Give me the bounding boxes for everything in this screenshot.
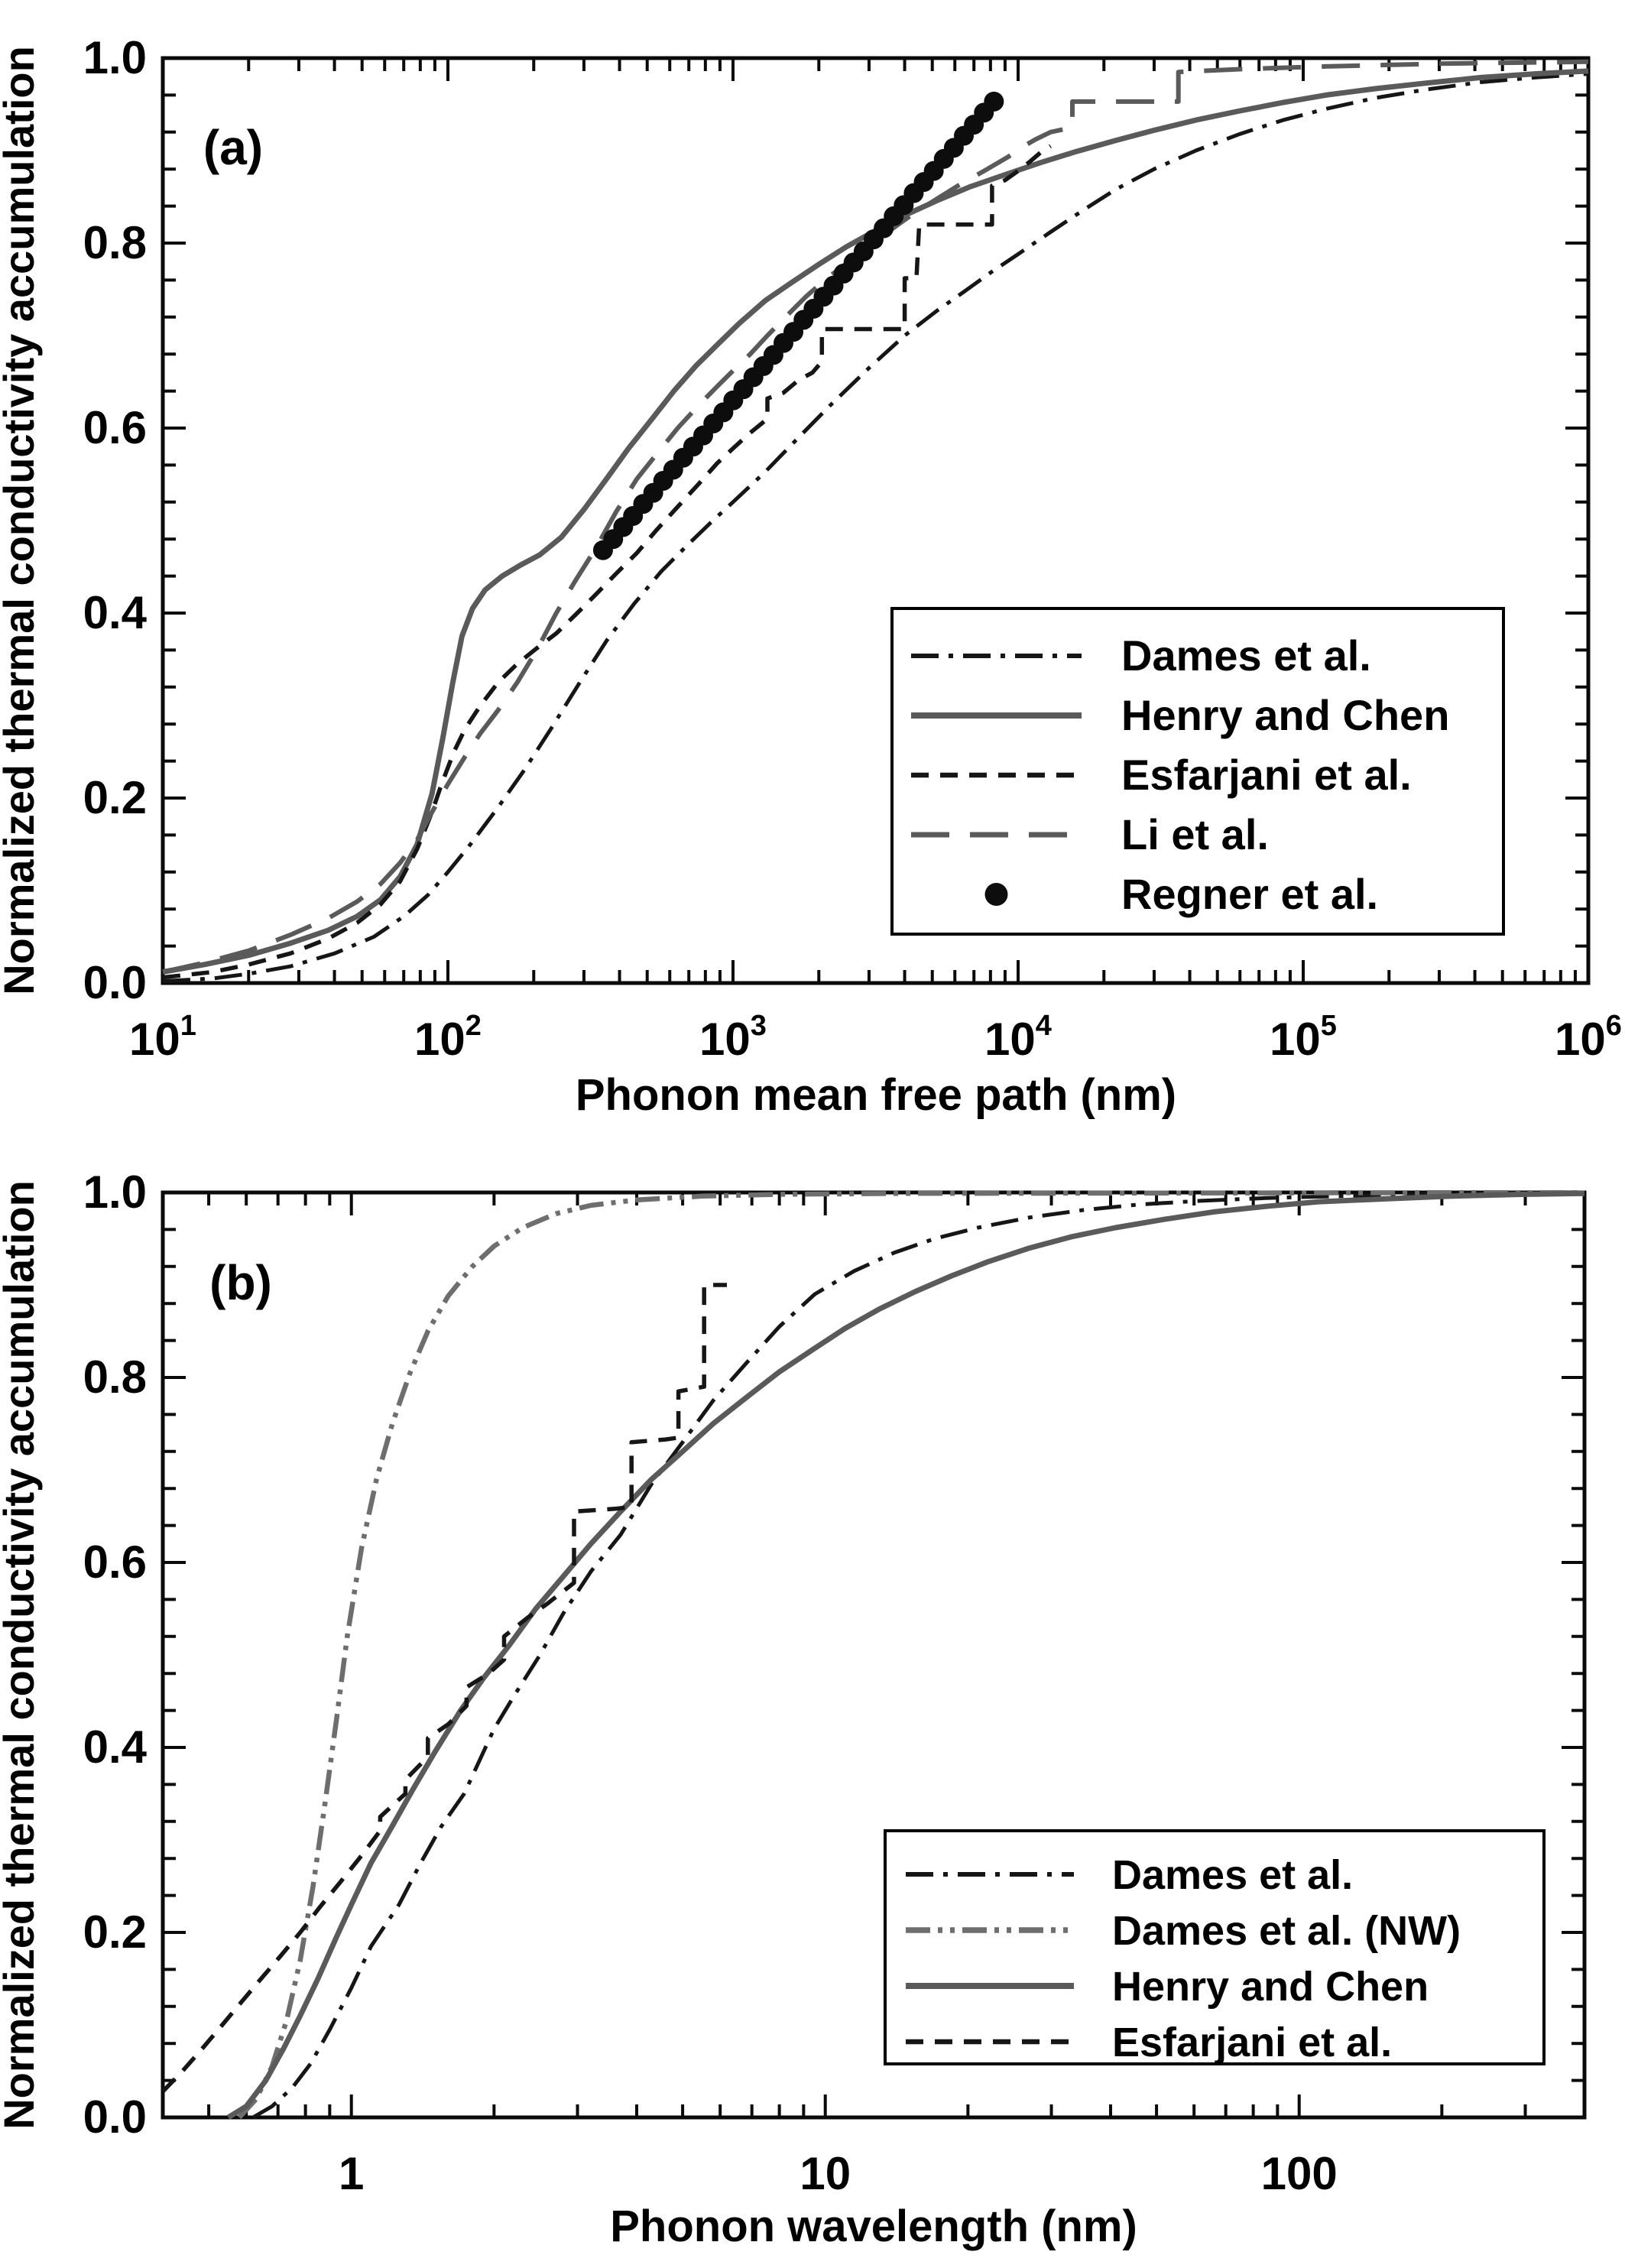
axis-ticks-b [163,1191,1584,2119]
legend-label-esfarjani-et-al-b: Esfarjani et al. [1112,2020,1392,2065]
y-tick-label-a-0.2: 0.2 [83,772,147,823]
x-tick-label-a-103: 103 [699,1010,767,1065]
y-axis-title-a: Normalized thermal conductivity accumula… [0,46,43,995]
legend-box-b [884,1829,1546,2065]
y-tick-label-b-0.2: 0.2 [83,1906,147,1958]
y-axis-title-b: Normalized thermal conductivity accumula… [0,1180,43,2130]
axis-ticks-a [161,57,1590,985]
series-esfarjani-et-al-b [161,1283,727,2094]
y-tick-label-a-0.8: 0.8 [83,217,147,268]
legend-label-henry-and-chen-b: Henry and Chen [1112,1964,1429,2010]
panel-label-b: (b) [209,1255,272,1310]
series-li-et-al-a [162,59,1589,975]
legend-label-li-et-al-a: Li et al. [1121,810,1269,858]
x-tick-label-a-106: 106 [1555,1010,1622,1065]
x-tick-label-b-1: 1 [339,2148,364,2199]
y-tick-label-a-0.0: 0.0 [83,957,147,1008]
y-tick-label-a-0.4: 0.4 [83,587,148,638]
series-henry-and-chen-b [226,1190,1585,2120]
x-axis-title-b: Phonon wavelength (nm) [610,2201,1137,2251]
panel-label-a: (a) [203,120,263,175]
x-tick-label-a-104: 104 [984,1010,1052,1065]
y-tick-label-b-0.6: 0.6 [83,1536,147,1588]
legend-label-esfarjani-et-al-a: Esfarjani et al. [1121,751,1412,799]
series-dames-et-al-a [162,72,1589,984]
series-dames-et-al-nw-b [237,1190,1585,2120]
y-tick-label-b-0.8: 0.8 [83,1351,147,1403]
y-tick-label-a-0.6: 0.6 [83,402,147,453]
x-tick-label-a-102: 102 [414,1010,482,1065]
legend-label-regner-et-al-a: Regner et al. [1121,870,1378,918]
y-tick-label-a-1.0: 1.0 [83,32,147,83]
legend-label-dames-et-al-b: Dames et al. [1112,1852,1353,1898]
plot-border-a [161,56,1591,985]
legend-marker-regner-et-al-a [984,883,1008,906]
x-axis-title-a: Phonon mean free path (nm) [576,1070,1176,1120]
legend-label-dames-et-al-nw-b: Dames et al. (NW) [1112,1908,1461,1954]
x-tick-label-a-101: 101 [129,1010,196,1065]
x-tick-label-b-100: 100 [1261,2148,1338,2199]
legend-label-dames-et-al-a: Dames et al. [1121,631,1371,680]
x-tick-label-b-10: 10 [800,2148,851,2199]
x-tick-label-a-105: 105 [1270,1010,1337,1065]
legend-box-a [890,607,1505,936]
y-tick-label-b-1.0: 1.0 [83,1166,147,1218]
legend-label-henry-and-chen-a: Henry and Chen [1121,691,1449,739]
y-tick-label-b-0.4: 0.4 [83,1721,148,1773]
y-tick-label-b-0.0: 0.0 [83,2091,147,2143]
series-regner-et-al-a [592,91,1004,560]
